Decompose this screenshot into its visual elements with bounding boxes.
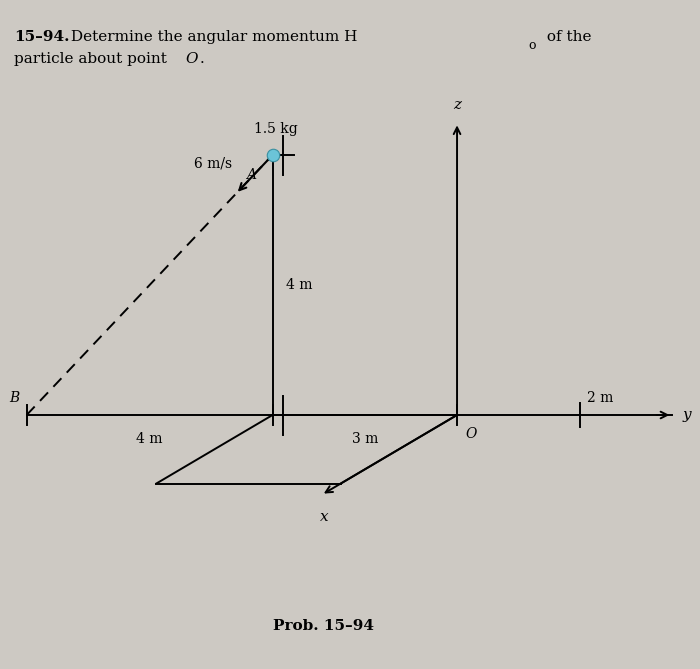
Text: B: B [10, 391, 20, 405]
Text: o: o [528, 39, 536, 52]
Text: Prob. 15–94: Prob. 15–94 [273, 619, 374, 632]
Text: O: O [186, 52, 198, 66]
Text: A: A [246, 169, 256, 183]
Text: 4 m: 4 m [136, 432, 163, 446]
Text: x: x [321, 510, 329, 524]
Text: 6 m/s: 6 m/s [194, 156, 232, 170]
Text: O: O [465, 427, 477, 441]
Text: y: y [682, 408, 691, 422]
Text: 3 m: 3 m [351, 432, 378, 446]
Text: of the: of the [542, 30, 592, 44]
Text: particle about point: particle about point [14, 52, 172, 66]
Text: 2 m: 2 m [587, 391, 613, 405]
Text: 15–94.: 15–94. [14, 30, 69, 44]
Text: .: . [199, 52, 204, 66]
Text: 4 m: 4 m [286, 278, 312, 292]
Text: z: z [453, 98, 461, 112]
Text: Determine the angular momentum H: Determine the angular momentum H [66, 30, 358, 44]
Text: 1.5 kg: 1.5 kg [254, 122, 298, 136]
